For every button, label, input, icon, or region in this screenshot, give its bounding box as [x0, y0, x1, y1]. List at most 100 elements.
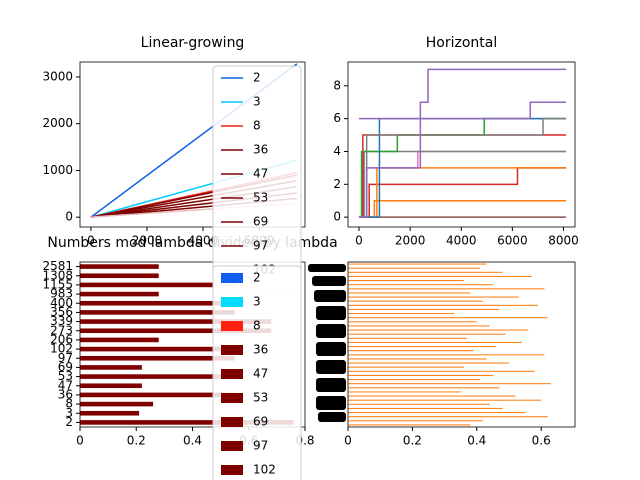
- y-tick-label: 1000: [42, 163, 73, 177]
- garbled-labels: [308, 264, 346, 422]
- legend-label: 36: [253, 143, 268, 157]
- bar: [80, 410, 140, 416]
- bar: [80, 319, 272, 324]
- x-tick-label: 2000: [132, 234, 163, 248]
- y-tick-label: 4: [333, 144, 341, 158]
- bar: [348, 379, 481, 381]
- y-tick-label: 400: [50, 296, 73, 310]
- y-tick-label: 102: [50, 342, 73, 356]
- legend-label: 2: [253, 71, 261, 85]
- legend-label: 3: [253, 295, 261, 309]
- y-tick-label: 0: [65, 210, 73, 224]
- bar: [348, 292, 471, 294]
- legend-label: 8: [253, 319, 261, 333]
- y-tick-label: 2581: [42, 259, 73, 273]
- legend-swatch: [221, 441, 243, 451]
- legend-label: 69: [253, 215, 268, 229]
- y-tick-label: 6: [333, 111, 341, 125]
- bar: [80, 365, 142, 370]
- legend-label: 3: [253, 95, 261, 109]
- bar: [348, 403, 490, 405]
- x-tick-label: 0: [87, 234, 95, 248]
- bar: [80, 291, 159, 297]
- axes-title: Horizontal: [426, 35, 497, 51]
- bar: [348, 304, 538, 306]
- legend-label: 47: [253, 367, 268, 381]
- bar: [348, 313, 455, 315]
- bar: [348, 337, 468, 339]
- legend-label: 69: [253, 415, 268, 429]
- legend-label: 97: [253, 239, 268, 253]
- legend-swatch: [221, 321, 243, 331]
- legend-label: 102: [253, 463, 276, 477]
- bar: [348, 350, 474, 352]
- x-tick-label: 0.6: [532, 434, 551, 448]
- x-tick-label: 0.2: [127, 434, 146, 448]
- axes-frame: [79, 61, 306, 228]
- y-tick-label: 339: [50, 314, 73, 328]
- bar: [348, 284, 493, 286]
- axes: 0 0.2 0.4 0.6: [344, 261, 576, 448]
- bar: [348, 370, 535, 372]
- y-tick-label: 8: [65, 397, 73, 411]
- bar: [80, 374, 235, 379]
- x-tick-label: 2000: [395, 234, 426, 248]
- x-tick-label: 0.2: [403, 434, 422, 448]
- plot-area: [80, 264, 294, 425]
- bar: [80, 273, 159, 279]
- x-tick-label: 0: [76, 434, 84, 448]
- bar: [348, 288, 545, 290]
- bar: [348, 321, 477, 323]
- bar: [80, 383, 142, 389]
- bar: [80, 300, 235, 306]
- series-line: [358, 167, 567, 218]
- x-tick-label: 0: [355, 234, 363, 248]
- legend-label: 2: [253, 271, 261, 285]
- y-tick-label: 2: [333, 177, 341, 191]
- y-tick-label: 356: [50, 305, 73, 319]
- plot-area: [348, 263, 551, 426]
- legend-swatch: [221, 345, 243, 355]
- bar: [348, 374, 493, 376]
- y-tick-label: 47: [58, 378, 73, 392]
- bar: [348, 317, 548, 319]
- legend-label: 36: [253, 343, 268, 357]
- x-tick-label: 4000: [188, 234, 219, 248]
- axes-frame: [347, 261, 576, 428]
- axes: 0 2000 4000 6000 8000 0 2 4 6 8: [333, 61, 579, 248]
- legend-swatch: [221, 297, 243, 307]
- bar: [348, 416, 548, 418]
- bar: [348, 358, 487, 360]
- y-tick-label: 983: [50, 287, 73, 301]
- legend-swatch: [221, 393, 243, 403]
- x-tick-label: 6000: [497, 234, 528, 248]
- bar: [80, 420, 294, 425]
- legend-label: 8: [253, 119, 261, 133]
- y-tick-label: 69: [58, 360, 73, 374]
- x-tick-label: 0.4: [183, 434, 202, 448]
- bar: [348, 366, 464, 368]
- y-tick-label: 2000: [42, 116, 73, 130]
- axes-frame: [347, 61, 576, 228]
- x-tick-label: 0: [344, 434, 352, 448]
- bar: [348, 329, 529, 331]
- y-tick-label: 1308: [42, 268, 73, 282]
- bar: [80, 355, 235, 361]
- axes-title: Linear-growing: [141, 35, 245, 51]
- series-line: [358, 199, 567, 218]
- bar: [80, 346, 235, 352]
- plot-area: [358, 68, 567, 218]
- legend-swatch: [221, 465, 243, 475]
- bar: [348, 407, 503, 409]
- bar: [348, 325, 490, 327]
- bar: [348, 362, 509, 364]
- y-tick-label: 3: [65, 406, 73, 420]
- x-tick-label: 8000: [548, 234, 579, 248]
- legend-label: 53: [253, 391, 268, 405]
- x-tick-label: 4000: [446, 234, 477, 248]
- series-line: [358, 101, 567, 120]
- bar: [348, 354, 545, 356]
